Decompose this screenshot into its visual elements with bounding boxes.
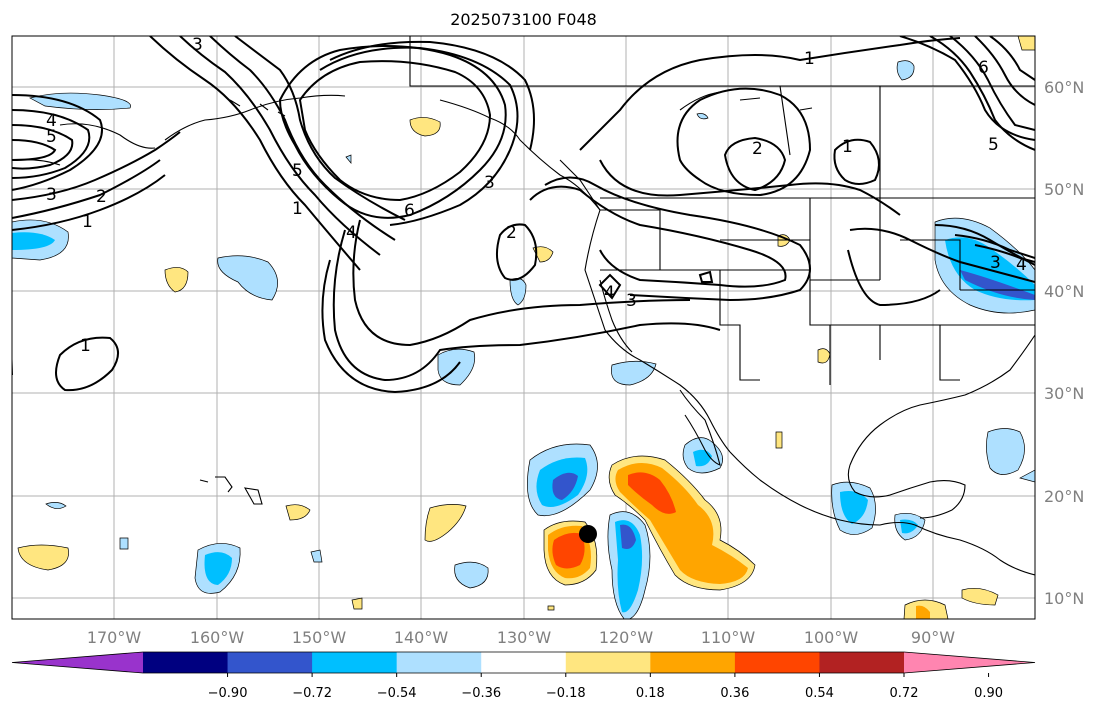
contour-label: 6 [978, 58, 989, 78]
colorbar-tick-label: 0.18 [636, 686, 665, 701]
lat-labels: 60°N 50°N 40°N 30°N 20°N 10°N [1044, 78, 1084, 608]
lon-label: 130°W [497, 628, 552, 647]
lat-label: 60°N [1044, 78, 1084, 97]
height-contours [12, 36, 1035, 394]
contour-label: 1 [804, 49, 815, 69]
colorbar-outline [11, 651, 1036, 674]
colorbar-segment [143, 652, 229, 673]
colorbar-tick-label: −0.54 [377, 686, 417, 701]
colorbar-tick-label: 0.90 [974, 686, 1003, 701]
lat-label: 50°N [1044, 180, 1084, 199]
map-frame [11, 35, 1036, 620]
map-title: 2025073100 F048 [450, 10, 597, 29]
contour-label: 5 [988, 135, 999, 155]
contour-label: 1 [842, 137, 853, 157]
contour-label: 2 [96, 187, 107, 207]
contour-labels: 4 5 3 2 1 1 5 1 4 6 3 3 2 4 3 2 1 1 6 5 … [46, 35, 1027, 356]
lon-labels: 170°W 160°W 150°W 140°W 130°W 120°W 110°… [87, 628, 955, 647]
lat-label: 10°N [1044, 589, 1084, 608]
contour-label: 5 [46, 127, 57, 147]
colorbar-segment [819, 652, 905, 673]
colorbar-segment [312, 652, 398, 673]
lon-label: 110°W [701, 628, 756, 647]
lon-label: 170°W [87, 628, 142, 647]
lon-label: 90°W [911, 628, 955, 647]
colorbar-segment [650, 652, 736, 673]
contour-label: 2 [752, 139, 763, 159]
contour-label: 3 [192, 35, 203, 55]
contour-label: 6 [404, 201, 415, 221]
contour-label: 2 [506, 223, 517, 243]
contour-label: 5 [292, 161, 303, 181]
colorbar-tick-label: 0.36 [720, 686, 749, 701]
colorbar-extend-low [12, 652, 143, 673]
colorbar-segment [565, 652, 651, 673]
contour-label: 4 [46, 111, 57, 131]
lat-label: 20°N [1044, 487, 1084, 506]
contour-label: 1 [82, 212, 93, 232]
contour-label: 1 [292, 199, 303, 219]
colorbar-segment [481, 652, 567, 673]
colorbar-tick-label: 0.54 [805, 686, 834, 701]
colorbar: −0.90 −0.72 −0.54 −0.36 −0.18 0.18 0.36 0.54 0.7… [11, 651, 1036, 701]
colorbar-tick-label: −0.90 [208, 686, 248, 701]
lon-label: 150°W [292, 628, 347, 647]
contour-label: 4 [604, 283, 615, 303]
coastlines [12, 36, 1035, 576]
colorbar-tick-label: 0.72 [890, 686, 919, 701]
contour-label: 3 [990, 253, 1001, 273]
lon-label: 140°W [394, 628, 449, 647]
colorbar-segment [227, 652, 313, 673]
lat-label: 30°N [1044, 384, 1084, 403]
colorbar-tick-label: −0.36 [461, 686, 501, 701]
contour-label: 4 [1016, 255, 1027, 275]
lon-label: 100°W [804, 628, 859, 647]
contour-label: 3 [626, 291, 637, 311]
shaded-anomalies [12, 36, 1035, 619]
colorbar-segment [396, 652, 482, 673]
contour-label: 3 [46, 185, 57, 205]
colorbar-tick-label: −0.72 [292, 686, 332, 701]
storm-center-marker [579, 525, 597, 543]
contour-label: 4 [346, 223, 357, 243]
lat-label: 40°N [1044, 282, 1084, 301]
contour-label: 3 [484, 173, 495, 193]
colorbar-extend-high [904, 652, 1035, 673]
colorbar-tick-label: −0.18 [546, 686, 586, 701]
lon-label: 160°W [190, 628, 245, 647]
contour-label: 1 [80, 336, 91, 356]
colorbar-segment [734, 652, 820, 673]
lon-label: 120°W [599, 628, 654, 647]
